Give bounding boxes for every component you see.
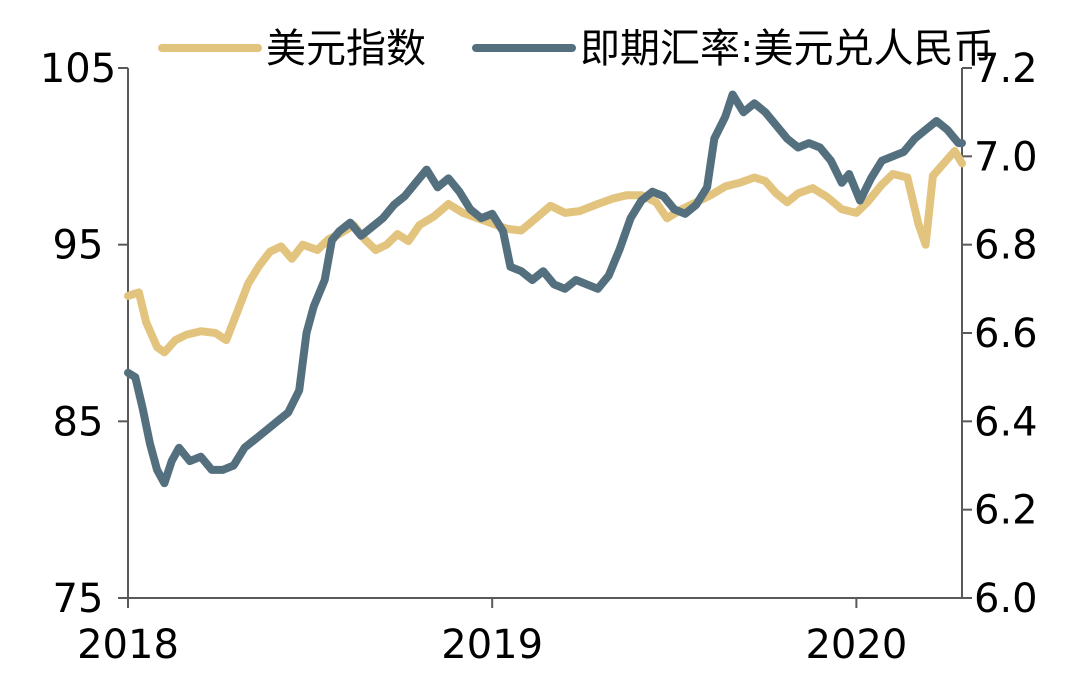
- right-y-tick-label: 6.0: [974, 576, 1038, 622]
- right-y-ticks: 6.0 6.2 6.4 6.6 6.8 7.0 7.2: [962, 46, 1038, 622]
- left-y-tick-label: 95: [53, 223, 104, 269]
- usd-cny-rate-line: [124, 90, 966, 488]
- right-y-tick-label: 7.0: [974, 134, 1038, 180]
- axes: [127, 68, 963, 599]
- right-y-tick-label: 6.2: [974, 488, 1038, 534]
- legend-label-dollar-index: 美元指数: [266, 26, 426, 72]
- left-y-tick-label: 85: [53, 399, 104, 445]
- right-y-tick-label: 6.4: [974, 399, 1038, 445]
- left-y-tick-label: 105: [40, 46, 116, 92]
- dollar-index-line: [124, 147, 966, 357]
- x-ticks: 2018 2019 2020: [77, 598, 907, 668]
- right-y-tick-label: 6.8: [974, 223, 1038, 269]
- series-layer: [124, 90, 966, 488]
- left-y-ticks: 75 85 95 105: [40, 46, 128, 622]
- x-tick-label: 2019: [441, 622, 543, 668]
- legend-label-usd-cny: 即期汇率:美元兑人民币: [580, 26, 993, 72]
- right-y-tick-label: 7.2: [974, 46, 1038, 92]
- right-y-tick-label: 6.6: [974, 311, 1038, 357]
- x-tick-label: 2018: [77, 622, 179, 668]
- x-tick-label: 2020: [805, 622, 907, 668]
- legend: 美元指数 即期汇率:美元兑人民币: [158, 26, 993, 72]
- left-y-tick-label: 75: [53, 576, 104, 622]
